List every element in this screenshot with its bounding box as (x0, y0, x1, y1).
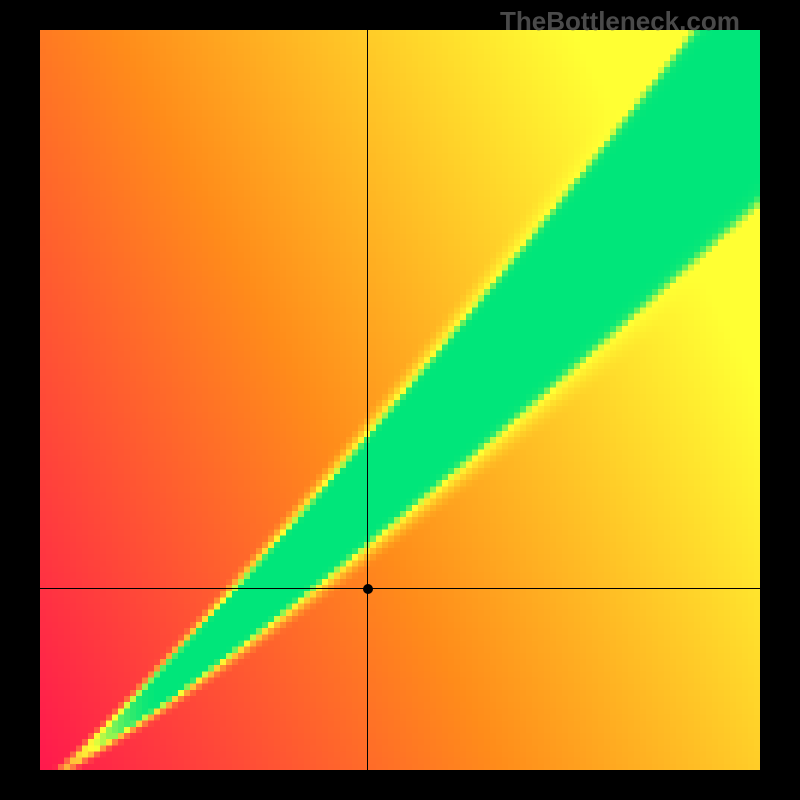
crosshair-vertical (367, 30, 368, 770)
crosshair-horizontal (40, 588, 760, 589)
chart-container: TheBottleneck.com (0, 0, 800, 800)
bottleneck-heatmap (40, 30, 760, 770)
watermark-text: TheBottleneck.com (500, 6, 740, 37)
crosshair-marker (363, 584, 373, 594)
